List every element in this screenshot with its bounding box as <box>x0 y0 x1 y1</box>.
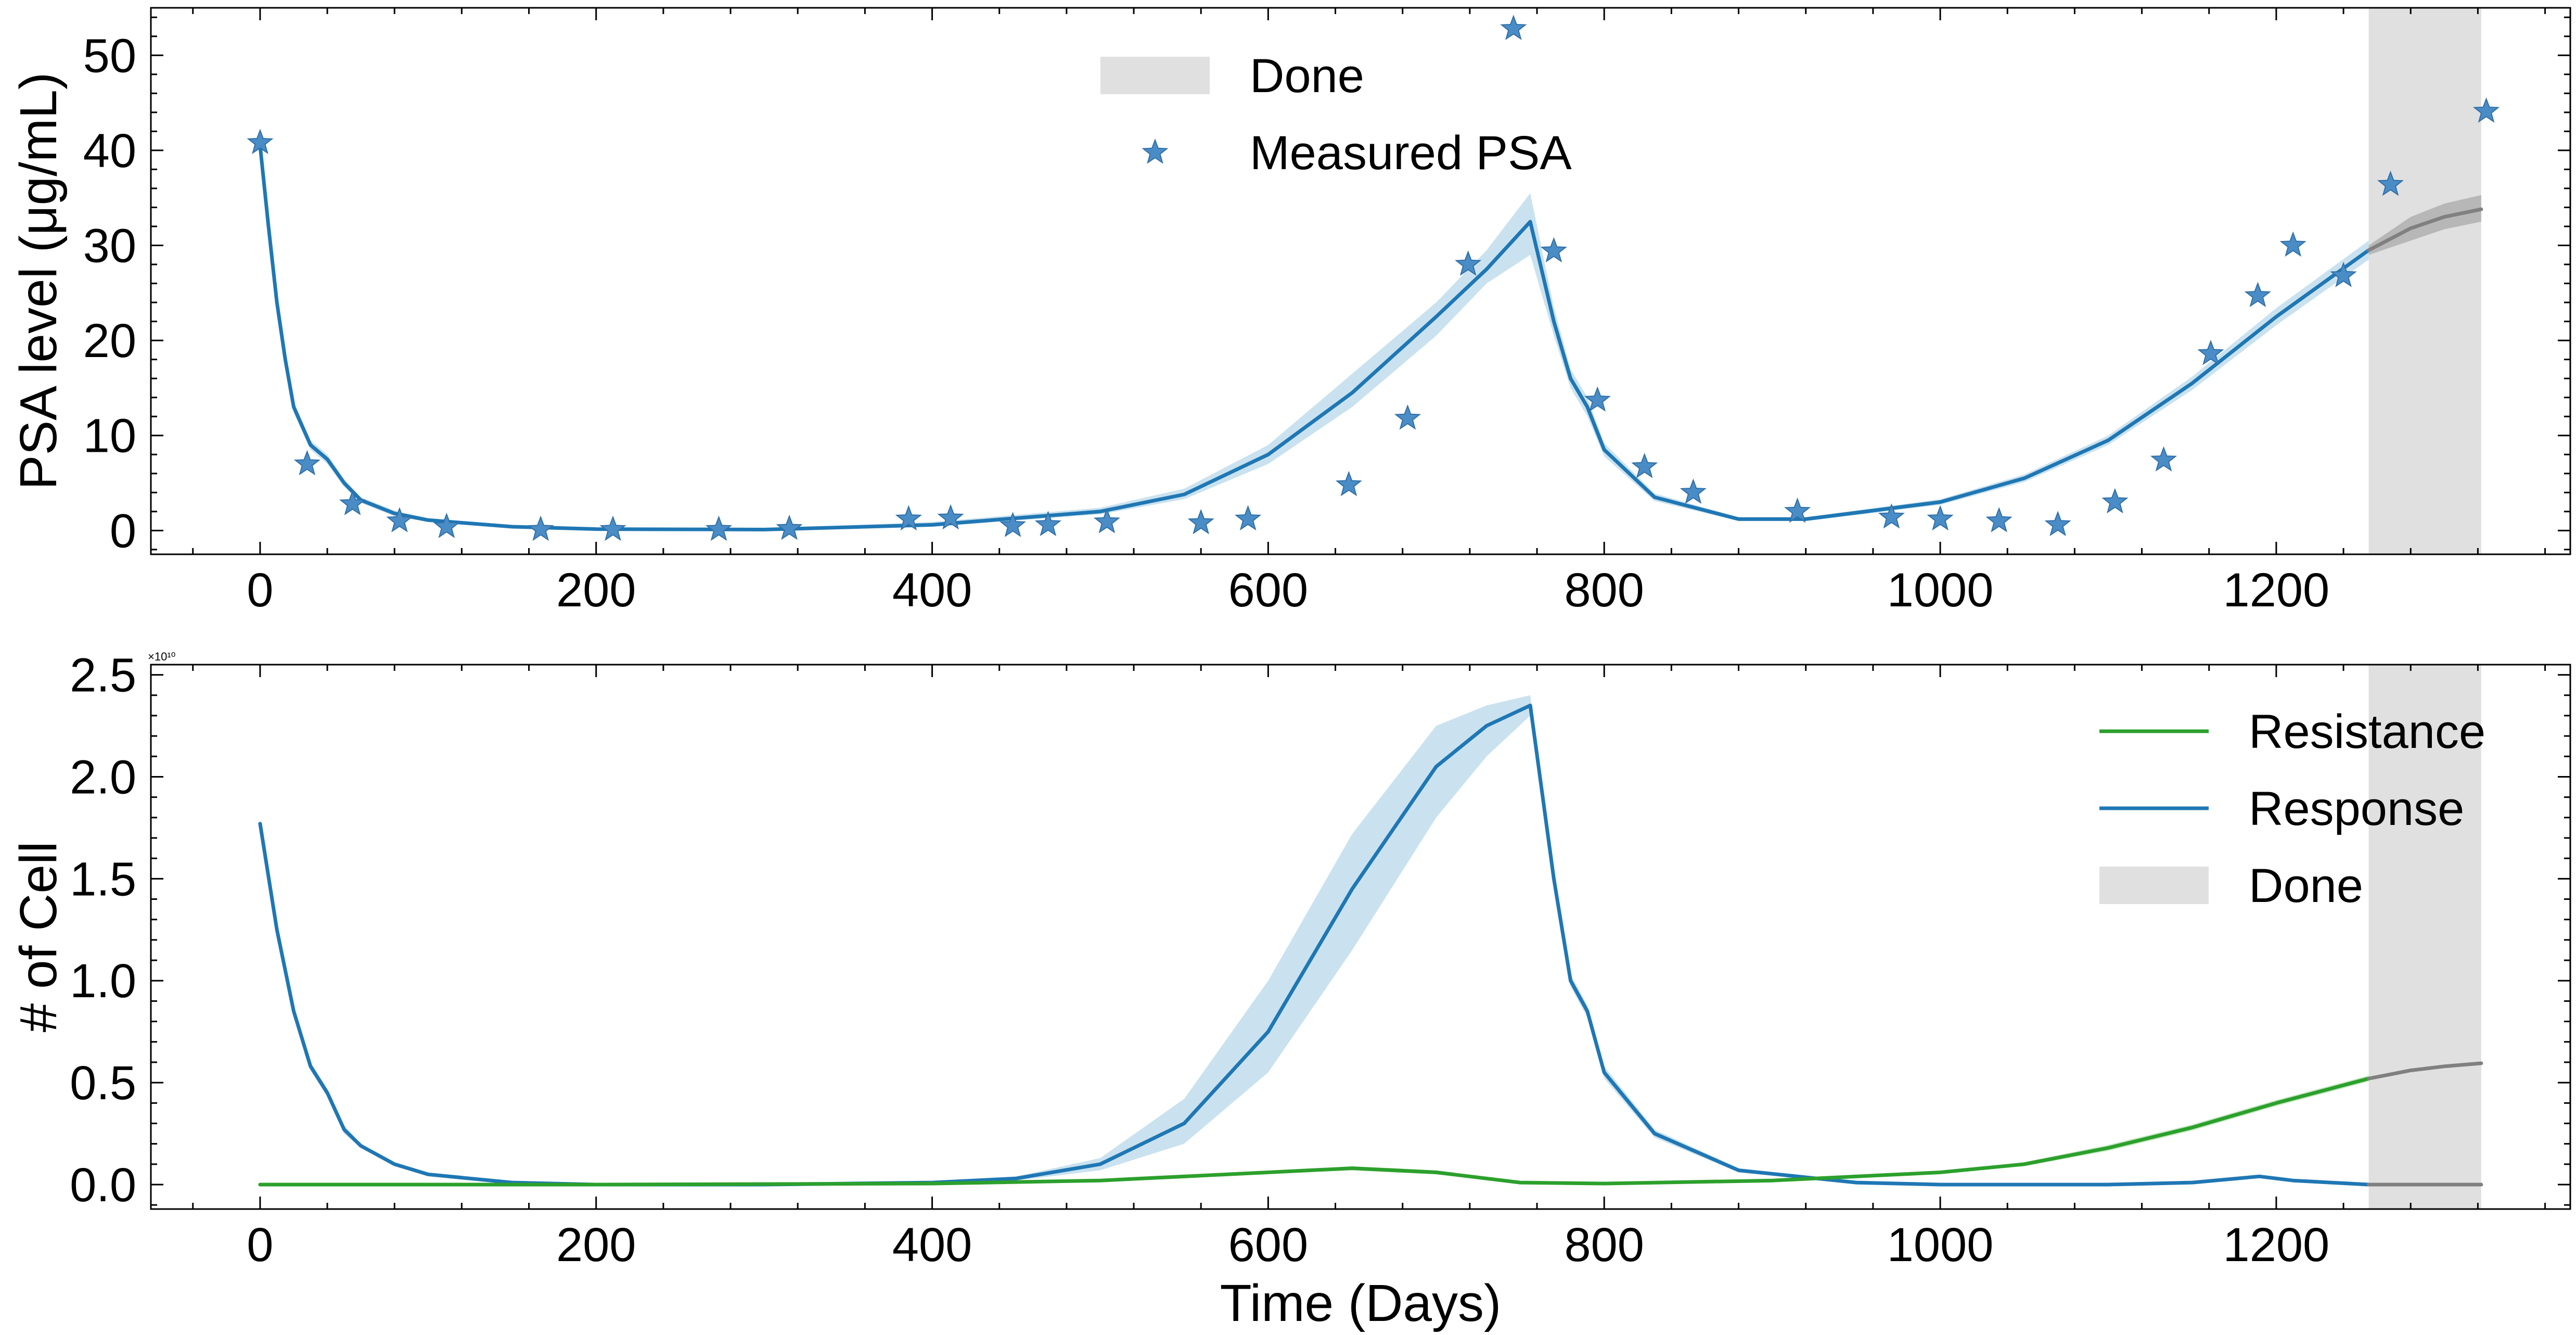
y-tick-label: 0.0 <box>70 1159 136 1212</box>
legend: Resistance Response Done <box>2099 705 2485 912</box>
axes-frame <box>150 664 2571 1210</box>
y-tick-label: 40 <box>83 124 136 177</box>
measured-psa-point <box>2330 262 2357 287</box>
y-tick-label: 2.0 <box>70 751 136 804</box>
measured-psa-point <box>1878 503 1905 529</box>
measured-psa-point <box>1584 386 1611 412</box>
legend-swatch-band <box>2099 867 2209 904</box>
measured-psa-point <box>1680 478 1707 504</box>
measured-psa-point <box>1500 15 1527 40</box>
x-tick-label: 1000 <box>1887 1218 1994 1272</box>
x-tick-label: 400 <box>892 1218 972 1272</box>
x-axis-label: Time (Days) <box>1220 1274 1502 1332</box>
forecast-line-2 <box>2367 1061 2483 1080</box>
measured-psa-point <box>1540 237 1567 263</box>
measured-psa-point <box>1335 471 1362 497</box>
legend-label: Resistance <box>2249 705 2485 758</box>
measured-psa-point <box>293 450 321 476</box>
cell-count-panel: 0 200 400 600 800 1000 1200 0.0 0.5 1.0 1.5 2.0 2.5 #… <box>9 649 2571 1332</box>
measured-psa-point <box>1631 453 1658 478</box>
y-tick-label: 2.5 <box>70 649 136 702</box>
done-region <box>2368 8 2481 554</box>
measured-psa-point <box>1985 507 2013 532</box>
x-tick-label: 600 <box>1228 1218 1309 1272</box>
x-tick-label: 400 <box>892 564 972 617</box>
measured-psa-point <box>1034 511 1061 537</box>
plot-area <box>258 665 2483 1209</box>
x-tick-label: 200 <box>556 1218 636 1272</box>
measured-psa-point <box>2244 282 2271 308</box>
legend-label: Done <box>2249 859 2363 912</box>
measured-psa-point <box>2150 446 2177 472</box>
y-offset-label: ×10¹⁰ <box>148 650 176 663</box>
measured-psa-point <box>937 504 964 530</box>
measured-psa-point <box>2472 97 2500 123</box>
x-tick-label: 1200 <box>2223 1218 2330 1272</box>
measured-psa-point <box>247 129 274 155</box>
measured-psa-point <box>895 505 922 531</box>
y-tick-label: 10 <box>83 410 136 463</box>
measured-psa-point <box>1235 505 1262 531</box>
x-tick-label: 800 <box>1564 1218 1644 1272</box>
y-axis-label: PSA level (μg/mL) <box>9 72 68 490</box>
measured-psa-point <box>776 514 803 540</box>
y-tick-label: 0 <box>110 504 136 557</box>
measured-psa-point <box>1927 505 1954 531</box>
x-tick-label: 1200 <box>2223 564 2330 617</box>
legend-swatch-band <box>1100 57 1210 94</box>
measured-psa-point <box>1093 508 1120 533</box>
x-tick-label: 600 <box>1228 564 1309 617</box>
measured-psa-point <box>1784 497 1811 523</box>
legend-item-done: Done <box>2099 859 2363 912</box>
measured-psa-point <box>386 507 413 532</box>
measured-psa-point <box>1187 508 1214 535</box>
y-tick-label: 1.0 <box>70 955 136 1008</box>
x-tick-label: 1000 <box>1887 564 1994 617</box>
x-tick-label: 800 <box>1564 564 1644 617</box>
legend-item-done: Done <box>1100 49 1364 103</box>
measured-psa-point <box>2279 231 2306 257</box>
forecast-line-1 <box>2367 207 2483 252</box>
measured-psa-point <box>705 515 733 541</box>
legend-swatch-star <box>1142 138 1169 164</box>
legend-label: Done <box>1250 49 1364 103</box>
measured-psa-point <box>2101 488 2129 514</box>
legend-item-measured-psa: Measured PSA <box>1142 126 1572 180</box>
y-tick-label: 0.5 <box>70 1057 136 1110</box>
legend-label: Measured PSA <box>1250 126 1572 180</box>
done-region <box>2368 665 2481 1209</box>
measured-psa-point <box>339 490 366 515</box>
x-tick-label: 200 <box>556 564 636 617</box>
y-tick-label: 1.5 <box>70 853 136 906</box>
measured-psa-point <box>999 512 1027 537</box>
measured-psa-point <box>599 515 626 541</box>
measured-psa-point <box>2044 511 2071 537</box>
legend-label: Response <box>2249 782 2464 835</box>
plot-area <box>247 8 2500 554</box>
response-line-0 <box>258 703 2370 1187</box>
x-tick-label: 0 <box>247 564 273 617</box>
y-tick-label: 50 <box>83 29 136 82</box>
measured-psa-point <box>1394 404 1421 430</box>
legend-item-resistance: Resistance <box>2099 705 2485 758</box>
y-axis-label: # of Cell <box>9 842 68 1033</box>
measured-psa-point <box>2377 170 2404 196</box>
resistance-line-1 <box>258 1076 2370 1187</box>
axes-frame <box>150 7 2571 555</box>
measured-psa-point <box>2197 339 2224 365</box>
fit-line-0 <box>258 144 2370 531</box>
legend-item-response: Response <box>2099 782 2464 835</box>
y-tick-label: 30 <box>83 220 136 273</box>
x-tick-label: 0 <box>247 1218 273 1272</box>
measured-psa-point <box>1455 250 1482 276</box>
y-tick-label: 20 <box>83 314 136 367</box>
response-uncertainty-band-0 <box>260 695 2369 1185</box>
legend: Done Measured PSA <box>1100 49 1572 180</box>
measured-psa-point <box>527 515 554 541</box>
psa-panel: 0 200 400 600 800 1000 1200 0 10 20 30 40 50 PSA leve… <box>9 7 2571 617</box>
measured-psa-point <box>433 513 460 538</box>
